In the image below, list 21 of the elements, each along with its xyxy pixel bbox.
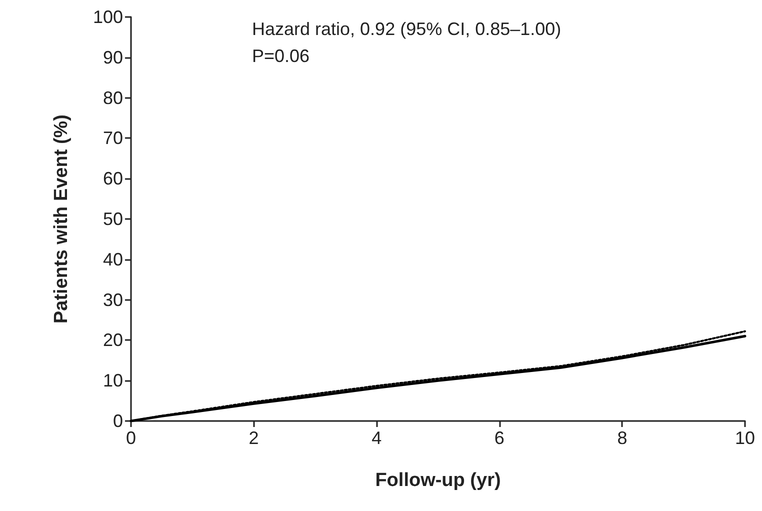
y-tick-label: 60 <box>102 168 123 189</box>
annotation: P=0.06 <box>252 46 310 66</box>
x-tick-label: 10 <box>734 428 756 448</box>
y-tick-label: 20 <box>102 330 123 350</box>
x-axis-title: Follow-up (yr) <box>375 470 501 491</box>
x-tick-label: 2 <box>248 428 259 448</box>
y-tick-label: 70 <box>102 128 123 148</box>
y-tick-label: 30 <box>102 290 123 310</box>
x-tick-label: 8 <box>617 428 628 448</box>
y-tick-label: 0 <box>112 411 123 431</box>
y-tick-label: 10 <box>102 370 123 391</box>
x-tick-label: 4 <box>372 428 382 448</box>
y-axis-title: Patients with Event (%) <box>51 114 72 324</box>
y-tick-label: 50 <box>102 209 123 229</box>
y-tick-label: 80 <box>102 88 123 108</box>
y-tick-label: 90 <box>102 47 123 68</box>
y-tick-label: 40 <box>102 249 123 270</box>
annotation: Hazard ratio, 0.92 (95% CI, 0.85–1.00) <box>252 19 562 39</box>
y-tick-label: 100 <box>92 7 123 27</box>
x-tick-label: 0 <box>126 428 136 448</box>
x-tick-label: 6 <box>494 428 504 448</box>
